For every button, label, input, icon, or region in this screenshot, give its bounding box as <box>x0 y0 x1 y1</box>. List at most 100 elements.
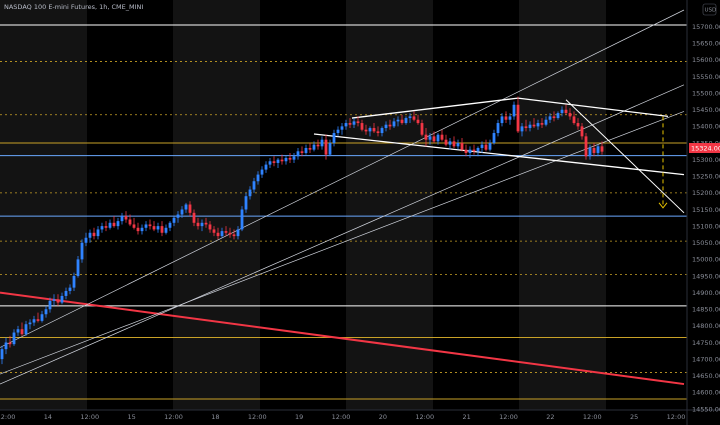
candle-body <box>84 237 88 243</box>
trend-line <box>517 97 669 118</box>
candle-body <box>544 119 548 125</box>
candle-body <box>268 161 272 165</box>
candle-body <box>244 196 248 210</box>
candle <box>132 217 136 230</box>
candle <box>8 335 12 348</box>
candle-body <box>472 149 476 152</box>
candle <box>580 123 584 140</box>
trend-line <box>313 133 685 176</box>
trend-line <box>0 111 685 375</box>
candle <box>460 138 464 152</box>
candle <box>216 227 220 240</box>
trend-lines <box>0 9 685 386</box>
candle <box>164 224 168 235</box>
price-tick-label: 15300.00 <box>692 156 720 164</box>
candle-body <box>372 128 376 132</box>
price-tick-label: 15100.00 <box>692 222 720 230</box>
candle <box>436 133 440 145</box>
candle <box>84 232 88 247</box>
candle <box>564 104 568 115</box>
price-tick-label: 15450.00 <box>692 106 720 114</box>
candle-body <box>24 324 28 335</box>
candle <box>528 121 532 132</box>
candle-body <box>416 119 420 124</box>
candle-body <box>512 104 516 117</box>
candle-body <box>380 128 384 134</box>
candle-body <box>120 216 124 222</box>
price-tick-label: 15700.00 <box>692 23 720 31</box>
candle <box>496 119 500 137</box>
candle-body <box>468 149 472 153</box>
candle-body <box>108 222 112 228</box>
candle <box>264 161 268 173</box>
candle <box>464 144 468 157</box>
time-axis: 12:00 14 12:00 15 12:00 18 12:00 19 12:00 20 12:00… <box>0 413 685 421</box>
candle <box>484 139 488 152</box>
candle <box>152 221 156 232</box>
candle <box>236 226 240 240</box>
candle <box>180 206 184 218</box>
candle <box>508 113 512 125</box>
candle-body <box>320 139 324 147</box>
candle <box>220 227 224 238</box>
price-tick-label: 15050.00 <box>692 239 720 247</box>
candle <box>32 315 36 326</box>
candle-body <box>116 221 120 227</box>
candle-body <box>72 276 76 288</box>
candle <box>468 146 472 158</box>
candle <box>104 221 108 232</box>
candle <box>328 139 332 157</box>
time-tick-label: 12:00 <box>499 413 518 421</box>
candle-body <box>300 151 304 153</box>
candle-body <box>308 147 312 150</box>
trend-line <box>565 99 685 214</box>
candle <box>356 116 360 127</box>
candle-body <box>48 300 52 310</box>
candle-body <box>208 224 212 230</box>
candle <box>44 305 48 318</box>
candle <box>292 152 296 163</box>
candle-body <box>288 157 292 160</box>
time-tick-label: 21 <box>462 413 470 421</box>
price-tick-label: 15650.00 <box>692 40 720 48</box>
candle <box>268 157 272 168</box>
candle-body <box>556 113 560 119</box>
candle-body <box>500 116 504 124</box>
candle <box>184 202 188 213</box>
candle-body <box>220 231 224 237</box>
candle-body <box>224 231 228 233</box>
candle <box>148 219 152 230</box>
candle <box>124 211 128 223</box>
candle <box>364 124 368 135</box>
time-tick-label: 12:00 <box>415 413 434 421</box>
candle-body <box>316 144 320 147</box>
candle <box>400 114 404 125</box>
candle <box>76 256 80 278</box>
candle-body <box>276 159 280 163</box>
candle-body <box>460 143 464 150</box>
candle <box>524 119 528 132</box>
candle <box>208 221 212 233</box>
candle <box>284 156 288 165</box>
candle <box>260 166 264 178</box>
candle-body <box>280 159 284 162</box>
candle-body <box>284 157 288 162</box>
candle-body <box>552 116 556 119</box>
candle-body <box>8 342 12 345</box>
candle <box>224 226 228 237</box>
candle <box>516 96 520 134</box>
candle-body <box>128 219 132 225</box>
price-tick-label: 15200.00 <box>692 189 720 197</box>
candle-body <box>264 164 268 170</box>
candle-body <box>364 129 368 132</box>
candle-body <box>140 227 144 232</box>
candle-body <box>44 309 48 315</box>
candle-body <box>212 229 216 233</box>
candle <box>0 345 4 365</box>
candle <box>476 146 480 157</box>
candle <box>444 134 448 147</box>
candle-body <box>88 232 92 238</box>
candle-body <box>16 329 20 333</box>
candle-body <box>76 259 80 276</box>
